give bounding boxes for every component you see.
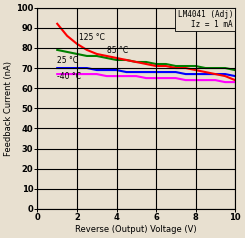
X-axis label: Reverse (Output) Voltage (V): Reverse (Output) Voltage (V) [75,225,197,234]
Y-axis label: Feedback Current (nA): Feedback Current (nA) [4,61,13,156]
Text: 125 °C: 125 °C [79,33,105,42]
Text: 85 °C: 85 °C [107,46,128,55]
Text: -40 °C: -40 °C [57,72,81,81]
Text: 25 °C: 25 °C [57,56,78,65]
Text: LM4041 (Adj)
Iz = 1 mA: LM4041 (Adj) Iz = 1 mA [178,10,233,29]
